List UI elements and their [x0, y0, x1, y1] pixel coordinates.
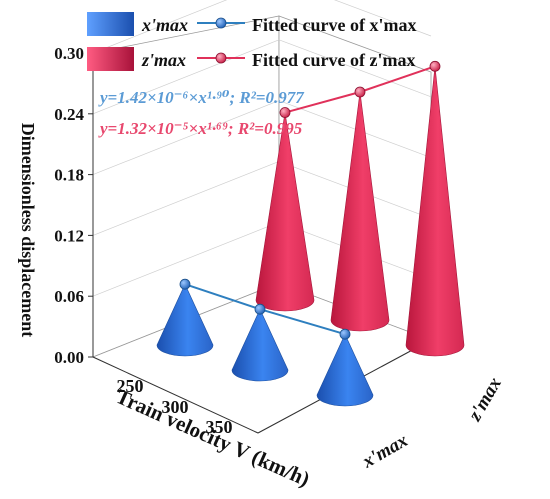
y-tick-label: 0.06 — [54, 287, 84, 306]
legend-label-fit-x: Fitted curve of x'max — [252, 15, 416, 35]
cone-z-300 — [330, 91, 390, 332]
y-tick-label: 0.24 — [54, 105, 84, 124]
legend-marker-x — [215, 17, 227, 29]
cone-x-350 — [316, 333, 374, 407]
legend: x'max Fitted curve of x'max z'max Fitted… — [87, 12, 416, 71]
grid-line-back — [92, 221, 280, 297]
fit-marker-z-250 — [279, 107, 291, 118]
x-tick-label: 300 — [162, 397, 189, 417]
legend-label-x: x'max — [141, 15, 188, 35]
equation-z: y=1.32×10⁻⁵×x¹·⁶⁹; R²=0.995 — [98, 119, 303, 138]
fit-marker-x-250 — [179, 278, 191, 290]
legend-label-z: z'max — [141, 50, 186, 70]
grid-line-back — [92, 161, 280, 236]
depth-tick-zmax: z'max — [464, 373, 506, 425]
x-axis-line — [92, 356, 259, 434]
grid-line-back — [92, 100, 280, 175]
grid-line-side — [334, 0, 432, 37]
fit-marker-x-350 — [339, 328, 351, 340]
grid-line-side — [278, 39, 432, 98]
fit-marker-x-300 — [254, 303, 266, 315]
x-axis-ticks: 250 300 350 — [117, 376, 233, 437]
fit-marker-z-300 — [354, 86, 366, 98]
grid-line-back — [92, 39, 280, 115]
legend-marker-z — [215, 52, 227, 64]
cone-x-250 — [156, 283, 214, 357]
legend-swatch-z — [87, 47, 134, 71]
legend-swatch-x — [87, 12, 134, 36]
grid-line-back — [92, 0, 228, 54]
cone-marks — [156, 66, 465, 407]
cone-x-300 — [231, 308, 289, 382]
equation-x: y=1.42×10⁻⁶×x¹·⁹⁰; R²=0.977 — [98, 88, 305, 107]
y-axis-label: Dimensionless displacement — [18, 123, 38, 338]
x-tick-label: 250 — [117, 376, 144, 396]
y-tick-label: 0.18 — [54, 166, 84, 185]
x-tick-label: 350 — [206, 417, 233, 437]
legend-label-fit-z: Fitted curve of z'max — [252, 50, 415, 70]
y-axis-ticks: 0.00 0.06 0.12 0.18 0.24 0.30 — [54, 44, 93, 367]
depth-tick-xmax: x'max — [358, 430, 412, 473]
fitted-curves — [179, 60, 441, 340]
y-tick-label: 0.30 — [54, 44, 84, 63]
y-tick-label: 0.12 — [54, 226, 84, 245]
y-tick-label: 0.00 — [54, 348, 84, 367]
fit-marker-z-350 — [429, 60, 441, 72]
cone-z-350 — [405, 66, 465, 357]
